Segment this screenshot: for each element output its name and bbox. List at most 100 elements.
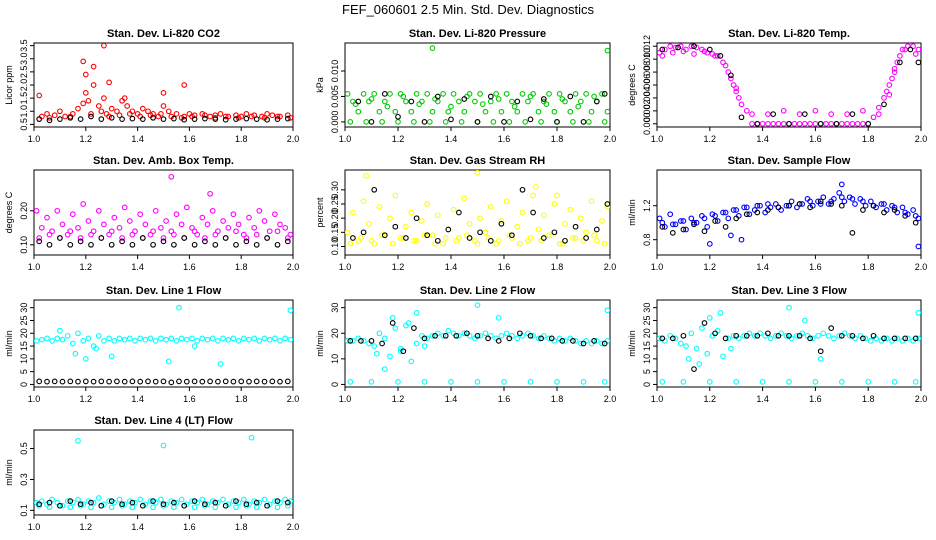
data-point [659, 335, 666, 342]
data-point [152, 378, 159, 385]
data-point [75, 496, 81, 503]
data-point [168, 173, 175, 180]
data-point [408, 108, 415, 115]
data-point [67, 504, 74, 511]
data-point [62, 113, 68, 120]
data-point [722, 209, 729, 216]
data-point [807, 335, 813, 342]
data-point [277, 221, 283, 228]
data-point [264, 235, 270, 241]
data-point [111, 214, 118, 221]
data-point [379, 232, 385, 239]
data-point [725, 335, 732, 342]
x-tick-label: 2.0 [915, 394, 928, 404]
data-point [126, 111, 133, 117]
data-point [85, 335, 92, 342]
data-point [591, 93, 597, 100]
data-point [126, 218, 133, 224]
data-point [160, 116, 167, 122]
data-point [567, 108, 574, 115]
data-point [80, 338, 87, 344]
data-point [786, 332, 792, 339]
data-point [64, 332, 71, 339]
y-tick-label: 1.0 [19, 105, 29, 118]
data-point [57, 116, 63, 122]
data-point [580, 340, 587, 347]
data-point [207, 113, 213, 120]
data-point [132, 338, 138, 344]
x-tick-label: 1.8 [551, 134, 564, 144]
data-point [482, 108, 489, 115]
data-point [282, 224, 289, 231]
data-point [384, 103, 391, 110]
data-point [284, 235, 291, 241]
data-point [108, 504, 115, 511]
data-point [403, 223, 409, 230]
data-point [509, 98, 515, 105]
data-point [556, 91, 563, 97]
y-tick-label: 0.15 [330, 224, 340, 242]
data-point [67, 378, 74, 385]
data-point [381, 91, 388, 97]
data-point [77, 501, 84, 508]
data-point [775, 332, 782, 339]
data-point [57, 502, 63, 509]
panel-4: Stan. Dev. Amb. Box Temp. 1.0 1.2 1.4 1.6 1.8… [4, 155, 299, 272]
data-point [82, 356, 89, 362]
data-point [253, 499, 260, 506]
data-point [34, 338, 40, 344]
data-point [360, 91, 367, 97]
y-axis-label: degrees C [627, 64, 637, 106]
data-point [119, 238, 125, 245]
data-point [546, 335, 552, 342]
data-point [503, 198, 510, 205]
data-point [129, 504, 136, 511]
y-tick-label: 0.1 [19, 504, 29, 517]
y-tick-label: 0.004 [642, 87, 652, 110]
x-tick-label: 1.2 [80, 262, 93, 272]
data-point [860, 198, 866, 205]
x-tick-label: 2.0 [915, 134, 928, 144]
data-point [392, 192, 399, 199]
data-point [817, 198, 824, 205]
data-point [233, 228, 239, 235]
x-tick-label: 1.4 [756, 134, 769, 144]
data-point [915, 309, 921, 316]
data-point [90, 499, 97, 506]
data-point [588, 198, 595, 205]
data-point [77, 116, 84, 122]
panel-title: Stan. Dev. Line 3 Flow [731, 285, 847, 297]
data-point [171, 499, 177, 506]
data-point [691, 219, 697, 226]
data-point [514, 335, 521, 342]
panel-6: Stan. Dev. Sample Flow 1.0 1.2 1.4 1.6 1.8 2.0… [627, 155, 927, 272]
x-tick-label: 1.4 [131, 134, 144, 144]
y-axis-label: percent [315, 197, 325, 228]
data-point [277, 378, 283, 385]
data-point [461, 108, 468, 115]
data-point [725, 215, 732, 222]
data-point [173, 211, 180, 218]
data-point [171, 504, 177, 511]
data-point [67, 114, 74, 121]
data-point [121, 378, 128, 385]
data-point [599, 91, 605, 97]
data-point [445, 226, 452, 233]
data-point [46, 117, 53, 124]
data-point [411, 237, 417, 244]
data-point [862, 202, 869, 209]
x-tick-label: 1.2 [392, 134, 405, 144]
data-point [503, 330, 510, 337]
data-point [222, 502, 229, 509]
x-tick-label: 1.8 [235, 394, 248, 404]
data-point [350, 338, 356, 344]
y-tick-label: 0.012 [642, 35, 652, 58]
data-point [183, 336, 190, 343]
data-point [233, 116, 239, 122]
data-point [220, 496, 226, 503]
data-point [506, 119, 513, 125]
data-point [36, 378, 43, 385]
data-point [408, 209, 415, 216]
data-point [902, 213, 909, 219]
data-point [912, 51, 919, 57]
